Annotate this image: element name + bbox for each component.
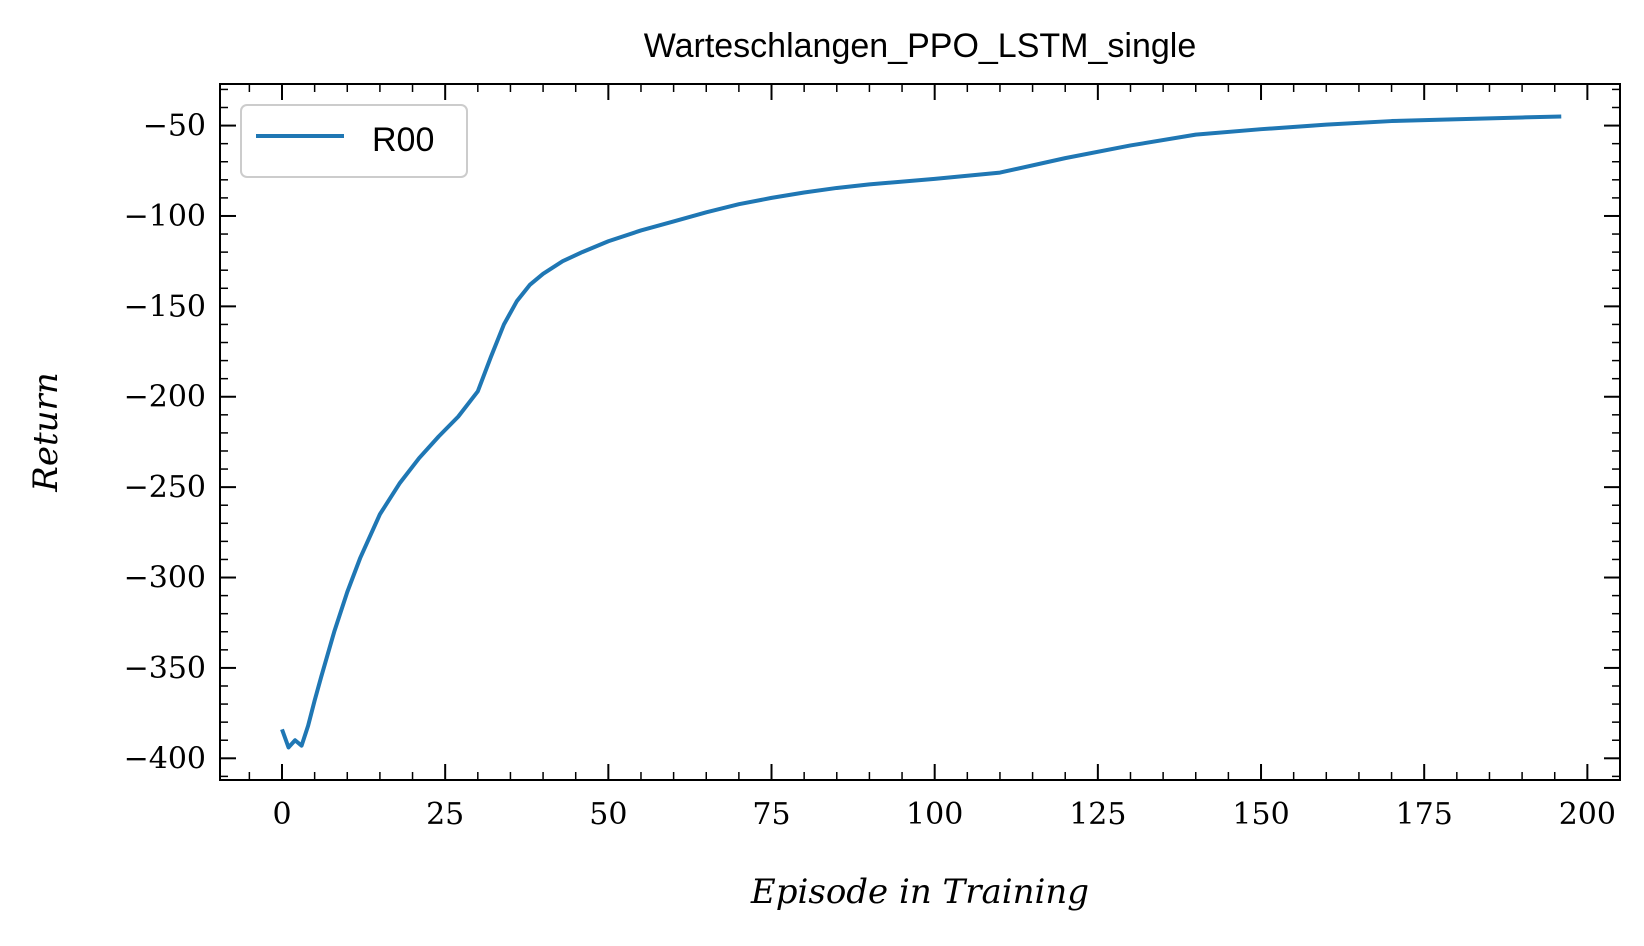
x-tick-label: 25 [426, 797, 464, 832]
x-tick-label: 100 [906, 797, 963, 832]
y-tick-label: −350 [124, 651, 206, 686]
x-axis: 0 25 50 75 100 125 150 175 200 [248, 84, 1621, 832]
x-tick-label: 175 [1396, 797, 1453, 832]
x-tick-label: 150 [1232, 797, 1289, 832]
legend-frame [240, 104, 468, 178]
y-tick-label: −50 [143, 109, 206, 144]
x-tick-label: 0 [272, 797, 291, 832]
series-line-r00 [280, 114, 1562, 750]
y-tick-label: −100 [124, 199, 206, 234]
x-tick-label: 50 [589, 797, 627, 832]
y-tick-label: −150 [124, 289, 206, 324]
y-tick-label: −300 [124, 561, 206, 596]
x-tick-label: 75 [752, 797, 790, 832]
x-tick-label: 200 [1559, 797, 1616, 832]
y-axis: −400 −350 −300 −250 −200 −150 −100 −50 [124, 88, 1620, 778]
legend: R00 [240, 104, 468, 178]
plot-frame [219, 83, 1621, 781]
x-tick-label: 125 [1069, 797, 1126, 832]
chart-title: Warteschlangen_PPO_LSTM_single [644, 27, 1196, 65]
y-axis-label: Return [26, 372, 66, 492]
y-tick-label: −200 [124, 380, 206, 415]
legend-label-r00: R00 [372, 121, 434, 159]
plot-area [220, 84, 1620, 780]
x-axis-label: Episode in Training [750, 872, 1089, 912]
y-tick-label: −250 [124, 470, 206, 505]
y-tick-label: −400 [124, 741, 206, 776]
